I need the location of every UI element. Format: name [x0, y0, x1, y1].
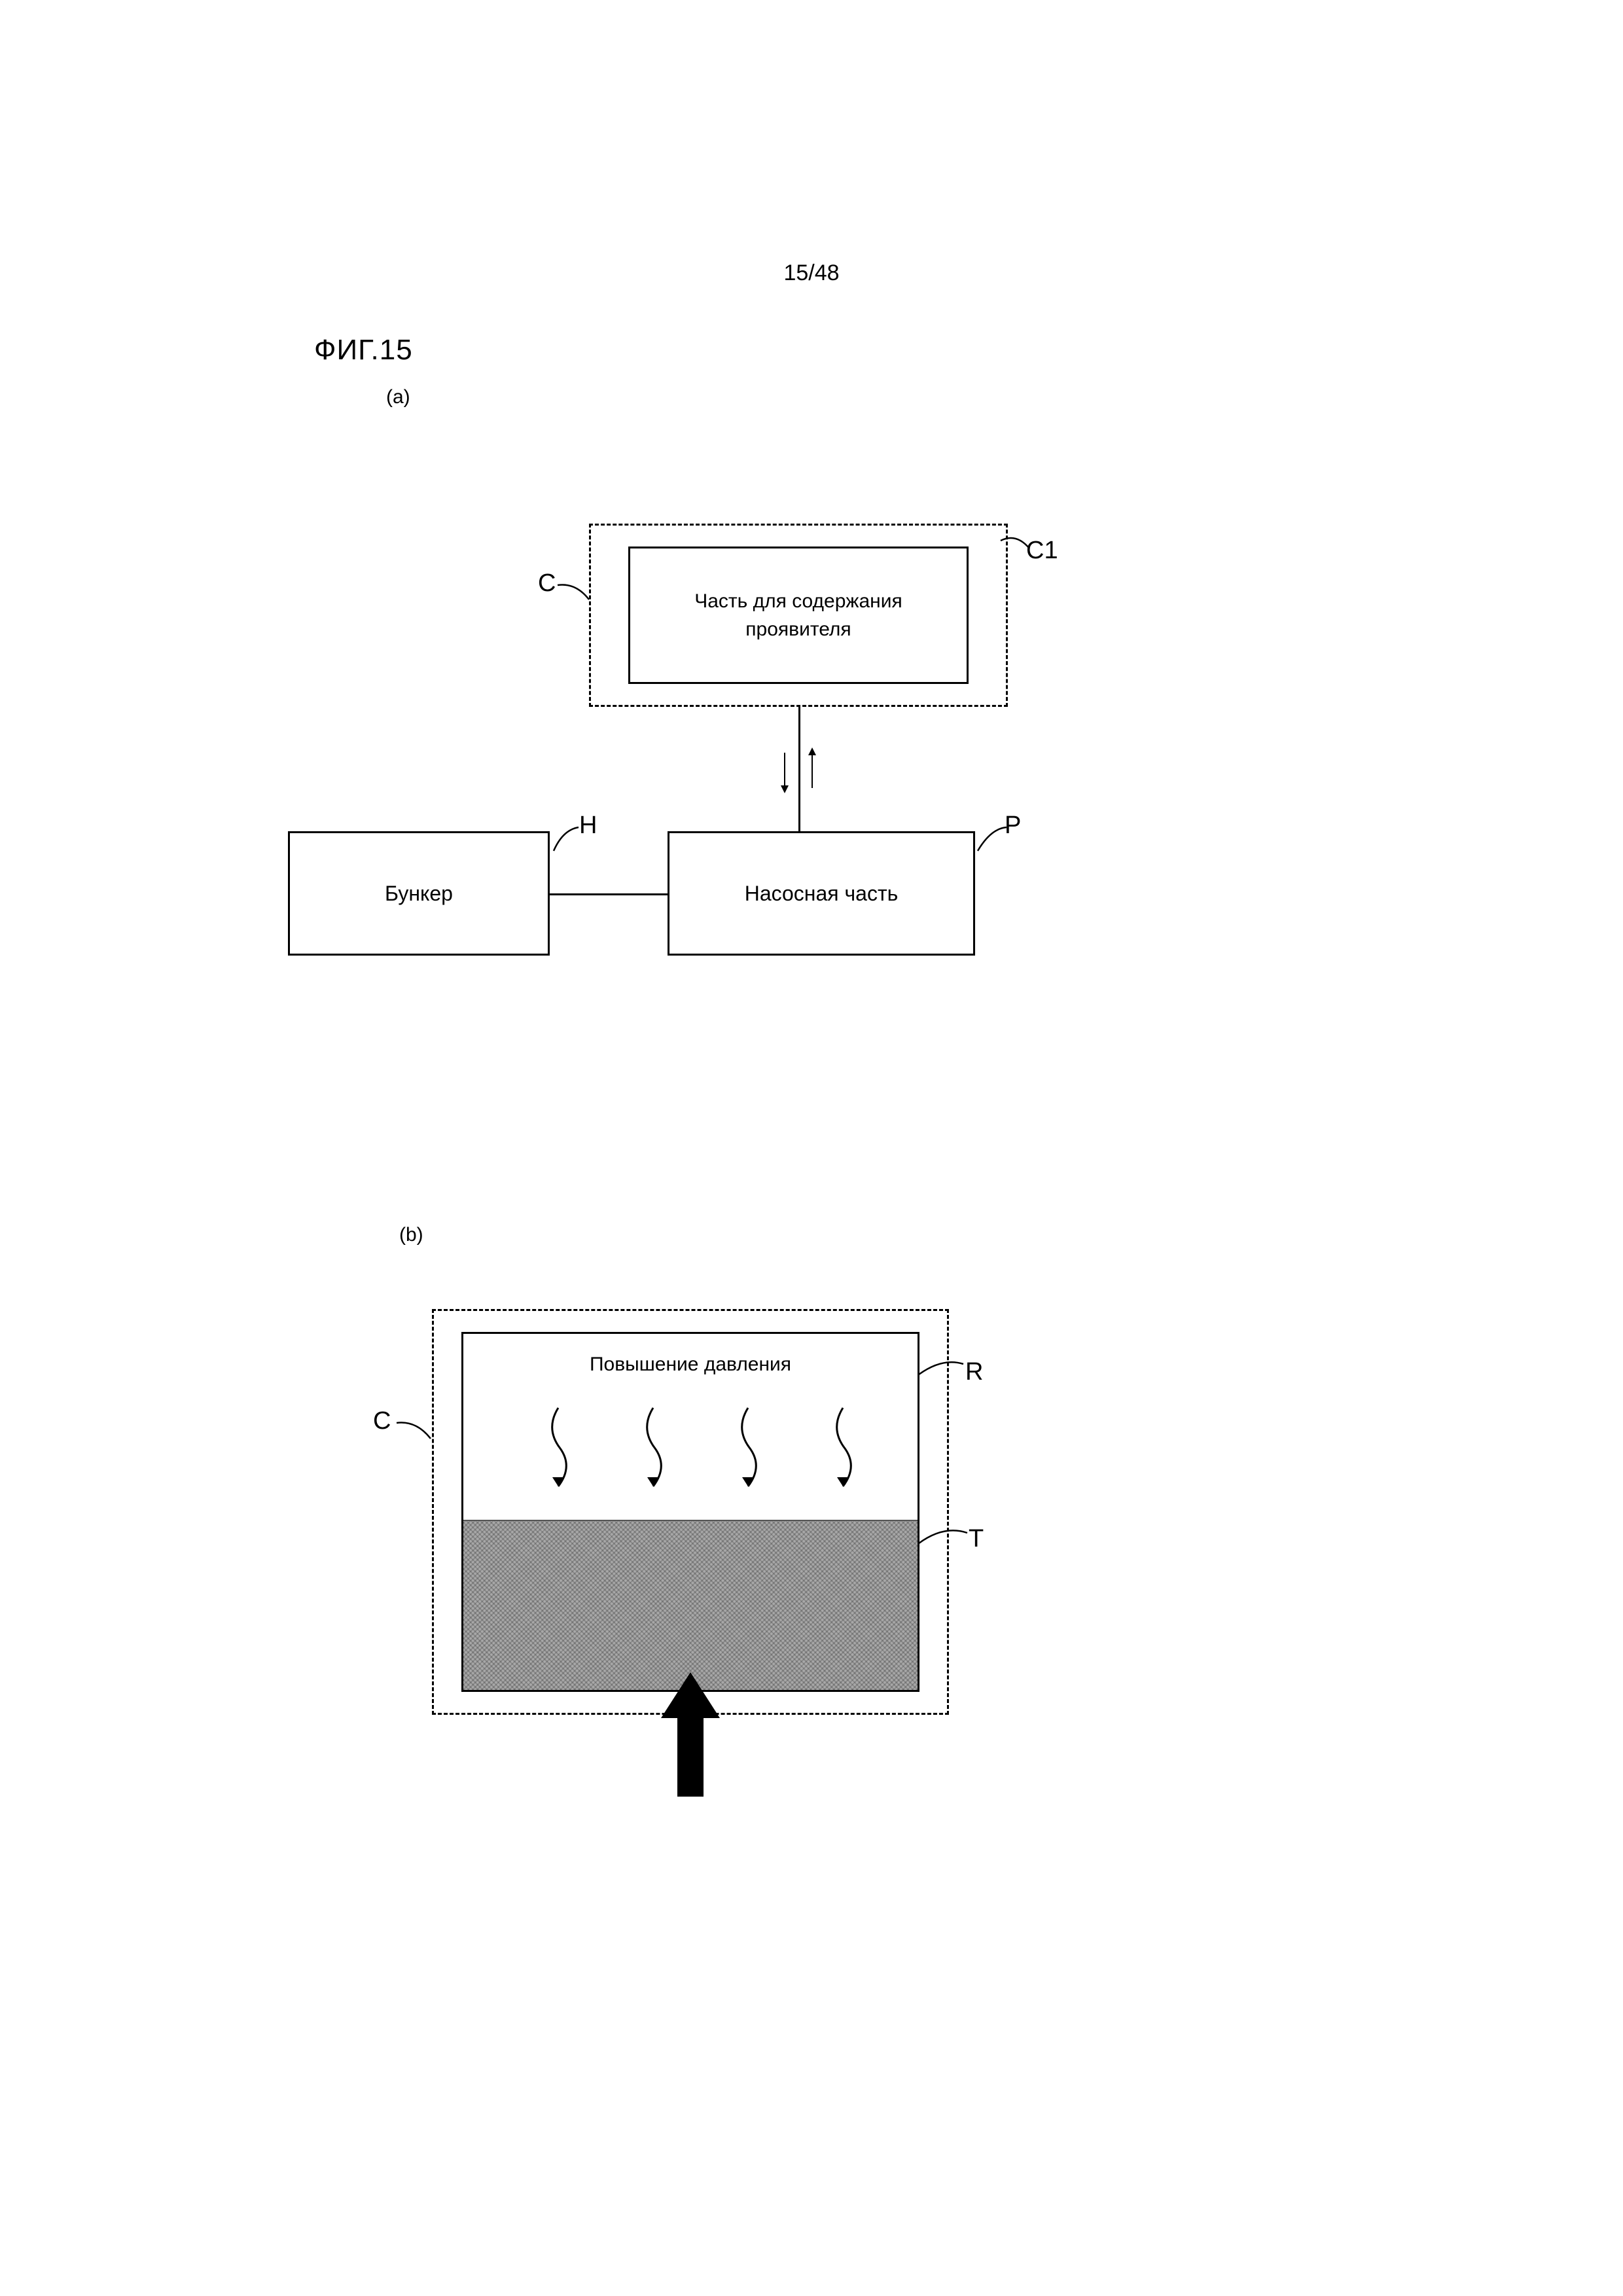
vessel-box: Повышение давления: [461, 1332, 919, 1692]
node-developer-container-label: Часть для содержания проявителя: [694, 587, 902, 644]
diagram-b: Повышение давления: [412, 1289, 1021, 1826]
leader-c-b-icon: [394, 1419, 436, 1446]
page-number: 15/48: [0, 260, 1623, 286]
node-developer-container: Часть для содержания проявителя: [628, 547, 969, 684]
patent-figure-page: 15/48 ФИГ.15 (a) Часть для содержания пр…: [0, 0, 1623, 2296]
pressure-increase-label: Повышение давления: [463, 1354, 918, 1376]
label-c: C: [538, 569, 556, 598]
subfigure-label-a: (a): [386, 386, 410, 408]
edge-bunker-pump: [550, 893, 668, 895]
wavy-arrows-row: [522, 1403, 876, 1501]
small-arrow-up-icon: [808, 747, 816, 795]
node-pump: Насосная часть: [668, 831, 975, 956]
leader-h-icon: [550, 825, 582, 857]
leader-c1-icon: [998, 530, 1037, 563]
figure-title: ФИГ.15: [314, 334, 413, 367]
leader-c-icon: [556, 581, 596, 607]
leader-t-icon: [916, 1524, 972, 1553]
wavy-arrows-icon: [522, 1403, 876, 1501]
subfigure-label-b: (b): [399, 1224, 423, 1246]
leader-p-icon: [975, 825, 1011, 857]
big-up-arrow-icon: [661, 1672, 720, 1797]
label-c-b: C: [373, 1407, 391, 1435]
diagram-a: Часть для содержания проявителя Бункер Н…: [288, 524, 1139, 995]
node-bunker: Бункер: [288, 831, 550, 956]
small-arrow-down-icon: [781, 747, 789, 795]
bidirectional-small-arrows: [776, 746, 834, 805]
toner-region: [463, 1520, 918, 1690]
leader-r-icon: [916, 1355, 969, 1384]
node-bunker-label: Бункер: [385, 882, 453, 906]
node-pump-label: Насосная часть: [745, 882, 899, 906]
